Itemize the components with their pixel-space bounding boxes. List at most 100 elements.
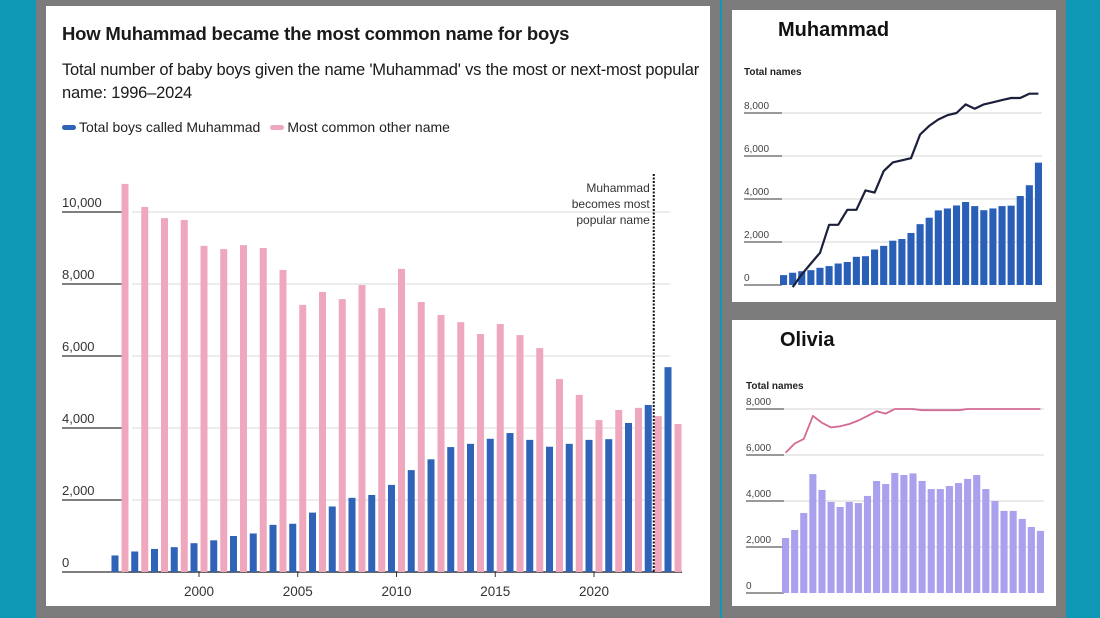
bar-muhammad xyxy=(289,523,297,572)
small-bar xyxy=(952,205,961,285)
bar-muhammad xyxy=(605,439,613,572)
y-tick-label: 8,000 xyxy=(746,397,771,408)
bar-other-name xyxy=(536,348,544,572)
bar-muhammad xyxy=(447,447,455,572)
small-bar xyxy=(825,266,833,285)
bar-other-name xyxy=(556,379,563,572)
bar-muhammad xyxy=(625,422,632,572)
small-bar xyxy=(863,495,872,593)
bar-muhammad xyxy=(111,555,119,572)
small-bar xyxy=(1009,510,1017,593)
small-bar xyxy=(989,208,997,285)
bar-muhammad xyxy=(565,443,573,572)
y-tick-label: 8,000 xyxy=(62,267,95,282)
y-tick-label: 0 xyxy=(62,555,69,570)
bar-muhammad xyxy=(368,494,376,572)
y-tick-label: 2,000 xyxy=(62,483,95,498)
small-bar xyxy=(962,202,970,285)
y-tick-label: 0 xyxy=(744,273,750,284)
bar-muhammad xyxy=(546,446,553,572)
bar-other-name xyxy=(141,206,149,572)
small-bar xyxy=(818,489,826,593)
olivia-small-chart: 0 2,000 4,000 6,000 8,000 xyxy=(746,397,1044,594)
x-tick-label: 2000 xyxy=(184,584,214,599)
legend-item-other: Most common other name xyxy=(270,119,450,135)
small-bar xyxy=(871,249,879,285)
small-bar xyxy=(782,538,790,593)
bar-other-name xyxy=(595,420,603,572)
small-bar xyxy=(1000,510,1008,593)
y-tick-label: 4,000 xyxy=(746,489,771,500)
small-bar xyxy=(971,206,979,285)
y-tick-label: 8,000 xyxy=(744,101,769,112)
bar-muhammad xyxy=(486,438,494,572)
chart-title: How Muhammad became the most common name… xyxy=(62,23,570,44)
small-bar xyxy=(854,503,862,593)
bar-other-name xyxy=(516,335,524,572)
legend-swatch-other xyxy=(270,124,285,130)
bar-muhammad xyxy=(585,439,593,572)
small-bar xyxy=(1027,526,1035,593)
small-bar xyxy=(998,206,1006,285)
small-bar xyxy=(807,270,815,285)
legend-label-muhammad: Total boys called Muhammad xyxy=(79,119,261,135)
y-tick-label: 6,000 xyxy=(62,339,95,354)
small-bar xyxy=(907,232,915,285)
small-bar xyxy=(816,267,824,285)
small-bar xyxy=(1034,162,1042,285)
bar-other-name xyxy=(635,407,642,572)
small-line xyxy=(784,408,1041,454)
bar-other-name xyxy=(319,291,326,572)
small-bar xyxy=(836,506,844,593)
small-bar xyxy=(843,261,851,285)
muhammad-small-panel: Muhammad Total names 0 2,000 4,000 6,000 8,0… xyxy=(732,10,1056,302)
x-tick-label: 2005 xyxy=(283,584,313,599)
small-bar xyxy=(980,210,988,285)
bar-muhammad xyxy=(249,533,257,572)
small-bar xyxy=(1018,518,1026,593)
legend-swatch-muhammad xyxy=(62,124,76,130)
muhammad-panel-title: Muhammad xyxy=(778,19,890,41)
small-bar xyxy=(927,489,935,593)
small-bar xyxy=(891,472,899,593)
bar-other-name xyxy=(654,416,662,572)
small-bar xyxy=(900,475,908,593)
olivia-axis-label: Total names xyxy=(746,381,804,392)
bar-other-name xyxy=(477,334,484,572)
y-tick-label: 4,000 xyxy=(744,187,769,198)
small-bar xyxy=(791,529,799,593)
bar-other-name xyxy=(299,304,307,572)
bar-muhammad xyxy=(190,543,198,572)
small-bar xyxy=(827,501,835,593)
bar-other-name xyxy=(161,218,168,572)
y-tick-label: 2,000 xyxy=(744,230,769,241)
main-bar-chart: 0 2,000 4,000 6,000 8,000 10,000 2000 2005 2010 2… xyxy=(62,174,682,599)
bar-other-name xyxy=(279,269,287,572)
annotation-text: Muhammad xyxy=(586,181,649,195)
small-bar xyxy=(964,478,972,593)
x-tick-label: 2020 xyxy=(579,584,609,599)
bar-muhammad xyxy=(467,443,474,572)
bar-other-name xyxy=(338,299,346,572)
small-bar xyxy=(889,240,897,285)
bar-other-name xyxy=(674,424,682,572)
small-bar xyxy=(780,275,788,285)
bar-other-name xyxy=(220,249,228,572)
chart-legend: Total boys called Muhammad Most common o… xyxy=(62,119,460,135)
bar-muhammad xyxy=(269,524,277,572)
bar-other-name xyxy=(575,394,583,572)
small-bar xyxy=(1016,195,1024,285)
small-bar xyxy=(1036,530,1044,593)
small-bar xyxy=(898,238,906,285)
bar-other-name xyxy=(398,268,405,572)
main-chart-panel: How Muhammad became the most common name… xyxy=(46,6,710,606)
legend-label-other: Most common other name xyxy=(287,119,450,135)
bar-other-name xyxy=(437,314,445,572)
small-bar xyxy=(982,489,990,593)
bar-muhammad xyxy=(309,512,316,572)
bar-muhammad xyxy=(388,484,395,572)
small-bar xyxy=(809,474,817,593)
bar-muhammad xyxy=(328,506,336,572)
small-bar xyxy=(873,480,881,593)
small-bar xyxy=(973,475,981,593)
